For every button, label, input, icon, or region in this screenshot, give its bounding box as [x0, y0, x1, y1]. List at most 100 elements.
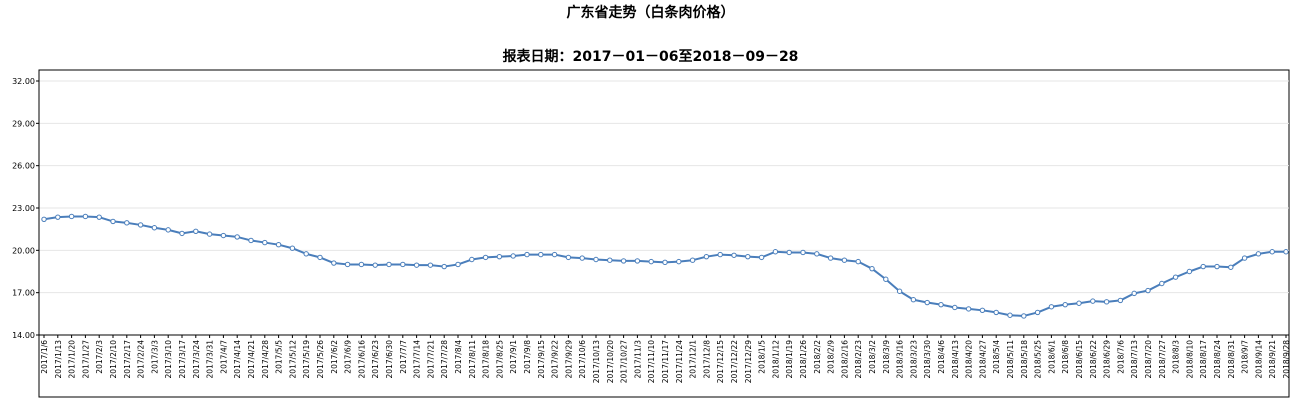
data-point: [469, 256, 475, 263]
data-point: [703, 253, 710, 260]
chart-title: 广东省走势（白条肉价格）: [566, 5, 735, 21]
x-tick-label: 2017/9/29: [564, 340, 573, 379]
data-point: [372, 262, 378, 268]
data-point: [1172, 274, 1179, 280]
x-tick-label: 2017/12/1: [689, 340, 698, 379]
x-tick-label: 2018/2/9: [827, 340, 836, 374]
x-tick-label: 2017/6/23: [371, 340, 380, 379]
x-tick-label: 2018/6/29: [1103, 340, 1112, 379]
x-tick-label: 2017/5/26: [316, 340, 325, 379]
data-point: [82, 213, 89, 220]
x-tick-label: 2018/6/1: [1047, 340, 1056, 374]
x-tick-label: 2017/10/13: [592, 340, 601, 383]
x-tick-label: 2018/8/10: [1185, 340, 1194, 379]
data-point: [689, 257, 696, 263]
x-tick-label: 2018/9/21: [1268, 340, 1277, 379]
x-tick-label: 2018/1/5: [758, 340, 767, 374]
x-tick-label: 2018/2/2: [813, 340, 822, 374]
data-point: [441, 263, 447, 270]
data-point: [538, 251, 544, 258]
data-point: [1145, 287, 1151, 294]
x-tick-label: 2017/5/19: [302, 340, 311, 379]
data-point: [151, 225, 158, 231]
data-point: [234, 234, 240, 240]
data-point: [248, 237, 254, 244]
x-tick-label: 2018/4/6: [937, 340, 946, 374]
data-point: [1283, 249, 1289, 255]
x-tick-label: 2017/7/14: [413, 340, 422, 379]
x-tick-label: 2017/7/28: [440, 340, 449, 379]
x-tick-label: 2017/10/6: [578, 340, 587, 379]
data-point: [814, 251, 820, 257]
x-tick-label: 2018/7/6: [1116, 340, 1125, 374]
y-tick-label: 20.00: [12, 246, 35, 255]
x-tick-label: 2017/11/24: [675, 340, 684, 383]
data-point: [524, 251, 530, 258]
x-tick-label: 2018/5/25: [1034, 340, 1043, 379]
x-tick-label: 2018/7/20: [1144, 340, 1153, 379]
x-tick-label: 2017/8/18: [482, 340, 491, 379]
x-tick-label: 2017/3/10: [164, 340, 173, 379]
x-tick-label: 2018/4/13: [951, 340, 960, 379]
x-tick-label: 2017/2/10: [109, 340, 118, 379]
data-point: [993, 309, 999, 316]
x-tick-label: 2017/1/13: [54, 340, 63, 379]
data-point: [1062, 301, 1068, 308]
x-tick-label: 2018/6/22: [1089, 340, 1098, 379]
data-point: [68, 213, 75, 220]
x-tick-label: 2018/8/24: [1213, 340, 1222, 379]
data-point: [413, 262, 420, 268]
price-series: [41, 213, 1289, 319]
x-tick-label: 2018/9/7: [1241, 340, 1250, 374]
data-point: [193, 228, 199, 234]
x-tick-label: 2018/6/15: [1075, 340, 1084, 379]
data-point: [676, 258, 682, 265]
data-point: [758, 254, 765, 261]
data-point: [1021, 313, 1027, 319]
x-tick-label: 2018/3/30: [923, 340, 932, 379]
x-tick-label: 2018/3/23: [909, 340, 918, 379]
x-tick-label: 2017/6/2: [330, 340, 339, 374]
data-point: [593, 256, 599, 263]
data-point: [206, 231, 213, 237]
x-tick-label: 2017/2/17: [123, 340, 132, 379]
x-tick-label: 2018/7/13: [1130, 340, 1139, 379]
data-point: [303, 251, 309, 257]
data-point: [1186, 268, 1193, 275]
x-tick-label: 2017/4/28: [261, 340, 270, 379]
data-point: [827, 255, 834, 261]
x-axis-ticks: 2017/1/6 2017/1/13 2017/1/20 2017/1/27 2017/…: [40, 335, 1291, 383]
data-point: [772, 249, 779, 255]
x-tick-label: 2017/6/9: [344, 340, 353, 374]
data-point: [855, 258, 861, 265]
data-point: [896, 288, 903, 294]
data-point: [551, 251, 558, 258]
data-point: [124, 220, 130, 226]
data-point: [883, 276, 889, 282]
data-point: [331, 260, 337, 266]
data-point: [455, 261, 461, 268]
x-tick-label: 2017/1/6: [40, 340, 49, 374]
y-tick-label: 14.00: [12, 331, 35, 340]
x-tick-label: 2017/2/3: [95, 340, 104, 374]
data-point: [1255, 251, 1262, 257]
data-point: [786, 249, 792, 256]
x-tick-label: 2017/3/3: [150, 340, 159, 374]
x-tick-label: 2018/2/16: [840, 340, 849, 379]
data-point: [745, 253, 751, 260]
x-tick-label: 2017/7/21: [426, 340, 435, 379]
y-tick-label: 17.00: [12, 289, 35, 298]
data-point: [41, 216, 47, 222]
data-point: [289, 245, 296, 251]
data-point: [1048, 304, 1055, 310]
data-point: [110, 218, 116, 225]
gridlines: [38, 70, 1289, 336]
x-tick-label: 2017/12/15: [716, 340, 725, 383]
data-point: [1103, 299, 1110, 305]
y-tick-label: 23.00: [12, 204, 35, 213]
data-point: [924, 299, 930, 306]
x-tick-label: 2017/3/24: [192, 340, 201, 379]
data-point: [800, 249, 806, 256]
data-point: [565, 254, 572, 261]
data-point: [662, 259, 668, 266]
